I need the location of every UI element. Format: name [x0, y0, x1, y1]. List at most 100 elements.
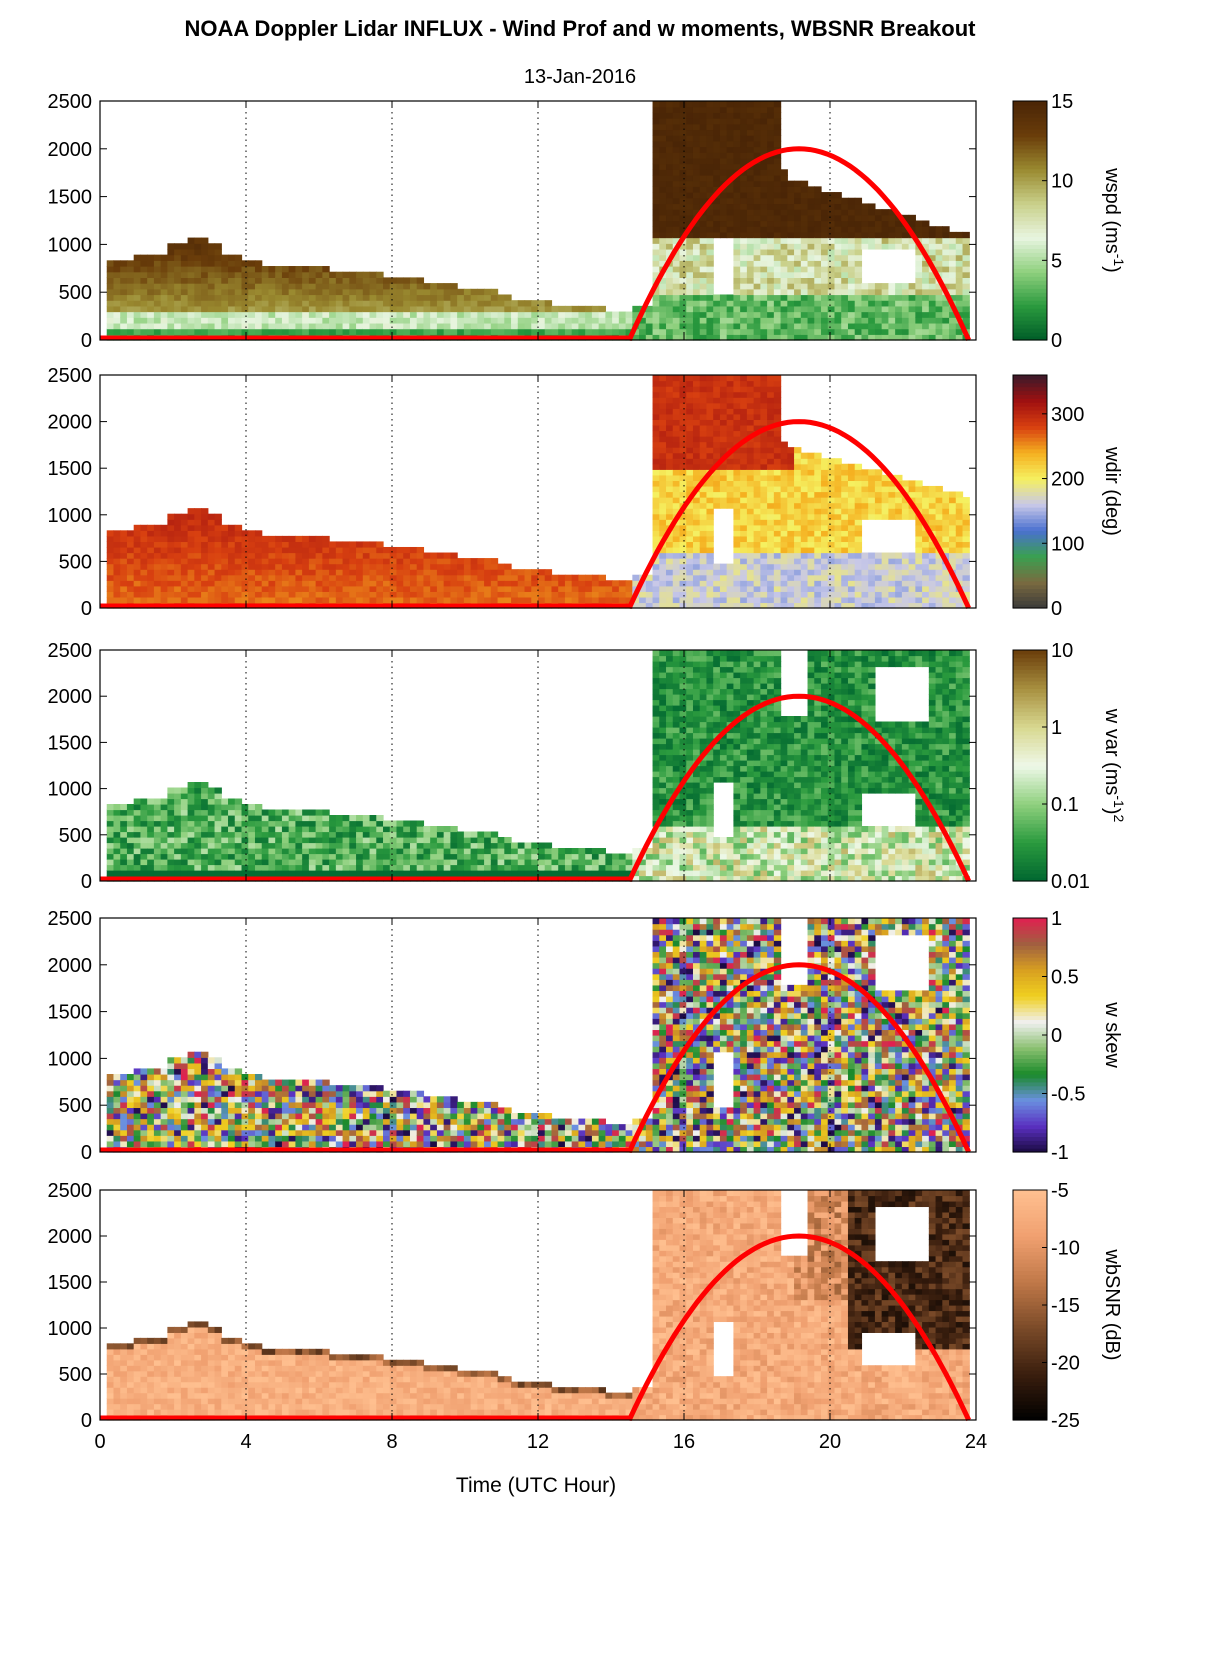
colorbar-band [1013, 850, 1047, 855]
colorbar-band [1013, 1007, 1047, 1013]
colorbar-band [1013, 549, 1047, 555]
x-tick-label: 24 [965, 1431, 987, 1453]
colorbar-band [1013, 1308, 1047, 1314]
colorbar-band [1013, 1278, 1047, 1283]
colorbar-band [1013, 452, 1047, 458]
colorbar-band [1013, 180, 1047, 186]
colorbar-band [1013, 538, 1047, 543]
colorbar-band [1013, 727, 1047, 732]
colorbar-band [1013, 136, 1047, 142]
colorbar-band [1013, 124, 1047, 130]
colorbar-band [1013, 976, 1047, 981]
y-tick-label: 2500 [48, 640, 93, 662]
colorbar-band [1013, 475, 1047, 481]
colorbar-band [1013, 220, 1047, 226]
y-tick-label: 2000 [48, 686, 93, 708]
colorbar: -25 -20 -15 -10 -5 wbSNR (dB) [1012, 1180, 1123, 1432]
colorbar-band [1013, 1197, 1047, 1203]
colorbar-band [1013, 834, 1047, 840]
colorbar-band [1013, 1105, 1047, 1110]
colorbar-band [1013, 650, 1047, 655]
colorbar-band [1013, 1019, 1047, 1024]
y-tick-label: 1500 [48, 458, 93, 480]
colorbar-label: wdir (deg) [1101, 446, 1123, 536]
colorbar-band [1013, 665, 1047, 670]
colorbar-band [1013, 1062, 1047, 1067]
colorbar-band [1013, 669, 1047, 674]
heatmap-cells [106, 1190, 970, 1421]
colorbar-band [1013, 156, 1047, 162]
colorbar-band [1013, 483, 1047, 489]
colorbar-band [1013, 1316, 1047, 1321]
colorbar-band [1013, 688, 1047, 693]
colorbar-band [1013, 264, 1047, 269]
colorbar-band [1013, 838, 1047, 844]
colorbar-band [1013, 128, 1047, 134]
colorbar-band [1013, 1282, 1047, 1287]
colorbar-band [1013, 116, 1047, 122]
colorbar-band [1013, 730, 1047, 736]
colorbar-band [1013, 510, 1047, 516]
colorbar-band [1013, 308, 1047, 313]
colorbar-band [1013, 757, 1047, 763]
colorbar-band [1013, 715, 1047, 720]
colorbar-band [1013, 1328, 1047, 1333]
colorbar-band [1013, 184, 1047, 190]
panel-w-var: 0 500 1000 1500 2000 2500 0.01 0.1 1 10 w var (ms-… [48, 640, 1128, 893]
colorbar-band [1013, 1270, 1047, 1275]
colorbar: 0 5 10 15 wspd (ms-1) [1012, 91, 1127, 352]
colorbar-band [1013, 596, 1047, 601]
colorbar-band [1013, 957, 1047, 962]
colorbar-band [1013, 945, 1047, 950]
colorbar-band [1013, 742, 1047, 747]
colorbar-band [1013, 196, 1047, 202]
colorbar-band [1013, 780, 1047, 786]
colorbar-band [1013, 842, 1047, 847]
colorbar-band [1013, 1347, 1047, 1352]
y-tick-label: 2500 [48, 365, 93, 387]
colorbar-band [1013, 1144, 1047, 1149]
colorbar-band [1013, 1205, 1047, 1210]
colorbar-band [1013, 437, 1047, 442]
colorbar-tick-label: 300 [1051, 404, 1084, 426]
colorbar-band [1013, 1274, 1047, 1279]
sun-elevation-curve [100, 693, 971, 883]
colorbar-band [1013, 1301, 1047, 1306]
colorbar-band [1013, 804, 1047, 809]
colorbar-band [1013, 1404, 1047, 1410]
y-tick-label: 500 [59, 282, 92, 304]
y-tick-label: 1500 [48, 187, 93, 209]
x-tick-label: 12 [527, 1431, 549, 1453]
y-tick-label: 2000 [48, 955, 93, 977]
colorbar-band [1013, 296, 1047, 301]
colorbar-band [1013, 312, 1047, 317]
x-tick-label: 8 [386, 1431, 397, 1453]
colorbar-band [1013, 1370, 1047, 1375]
heatmap-cells [106, 650, 970, 882]
colorbar-band [1013, 1113, 1047, 1118]
colorbar-band [1013, 1101, 1047, 1106]
colorbar-band [1013, 236, 1047, 242]
colorbar-band [1013, 320, 1047, 325]
colorbar-band [1013, 576, 1047, 582]
colorbar-band [1013, 827, 1047, 832]
colorbar-band [1013, 861, 1047, 867]
colorbar-tick-label: 0 [1051, 330, 1062, 352]
colorbar-band [1013, 1343, 1047, 1348]
y-tick-label: 2000 [48, 139, 93, 161]
colorbar-band [1013, 1190, 1047, 1195]
colorbar-band [1013, 144, 1047, 150]
panel-wbSNR: 0 500 1000 1500 2000 2500 0 4 8 12 16 20 24 -25 -20 -15… [48, 1180, 1124, 1453]
colorbar-band [1013, 1042, 1047, 1048]
colorbar-band [1013, 692, 1047, 697]
colorbar-band [1013, 212, 1047, 218]
colorbar-band [1013, 1228, 1047, 1233]
colorbar-band [1013, 276, 1047, 281]
colorbar-band [1013, 1066, 1047, 1071]
colorbar-band [1013, 252, 1047, 257]
colorbar-band [1013, 1266, 1047, 1272]
y-tick-label: 0 [81, 1142, 92, 1164]
colorbar-band [1013, 479, 1047, 485]
colorbar-band [1013, 1335, 1047, 1341]
colorbar-label: w skew [1101, 1001, 1123, 1068]
